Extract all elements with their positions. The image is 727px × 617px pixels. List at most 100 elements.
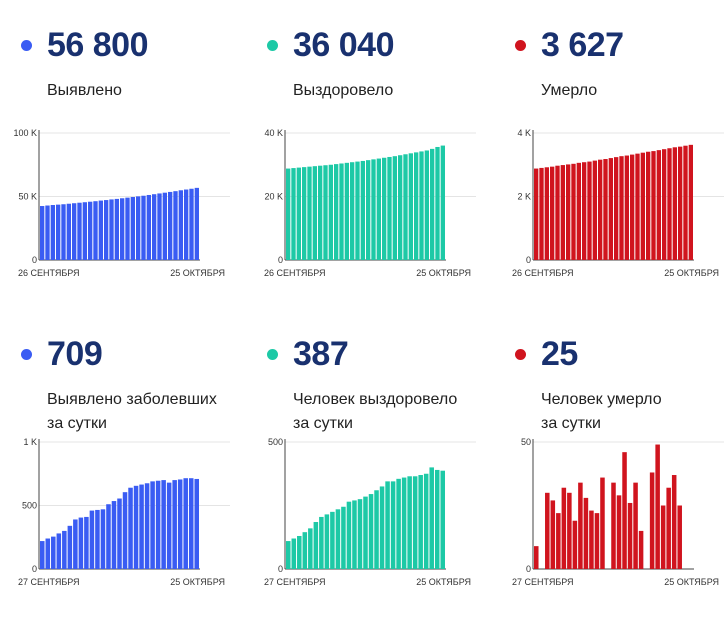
bar: [344, 162, 349, 260]
stat-panel-daily-died: 25 Человек умерло за сутки 0 50 27 СЕНТЯБР…: [494, 309, 724, 609]
bar: [587, 161, 592, 260]
bar: [88, 201, 93, 260]
bar: [168, 191, 173, 260]
bar: [567, 492, 572, 569]
x-tick-label: 26 СЕНТЯБРЯ: [264, 268, 326, 278]
bar: [117, 498, 122, 569]
bar: [396, 478, 401, 569]
bar: [93, 201, 98, 260]
bar: [430, 148, 435, 261]
y-tick-label: 20 K: [264, 192, 283, 202]
bar: [582, 162, 587, 260]
bar: [592, 160, 597, 260]
bar: [319, 516, 324, 569]
bar: [656, 150, 661, 260]
bar: [556, 513, 561, 569]
bar: [578, 482, 583, 569]
bar: [660, 505, 666, 569]
bar: [424, 150, 429, 260]
bar: [177, 479, 183, 569]
bar: [355, 161, 360, 260]
bar: [363, 496, 368, 569]
bar: [550, 500, 556, 569]
stat-value: 25: [541, 335, 578, 373]
bar: [633, 482, 638, 569]
bar: [302, 167, 307, 260]
bar: [78, 517, 84, 569]
bar: [408, 153, 413, 260]
bar: [130, 197, 135, 260]
bar: [401, 477, 407, 569]
bar: [125, 197, 130, 260]
bar: [152, 194, 157, 260]
bar: [157, 193, 162, 260]
bar: [173, 191, 178, 260]
bar: [40, 206, 45, 260]
bar: [379, 486, 385, 569]
bar: [418, 475, 423, 569]
bar: [308, 528, 313, 569]
bar: [183, 478, 188, 569]
x-tick-label: 25 ОКТЯБРЯ: [170, 268, 225, 278]
bar: [603, 159, 608, 260]
bar: [324, 514, 330, 569]
bar: [638, 530, 644, 569]
red-dot-icon: [515, 349, 526, 360]
bar: [688, 144, 693, 260]
bar: [440, 470, 445, 569]
stat-label: Человек выздоровело за сутки: [293, 388, 457, 436]
stat-panel-daily-recovered: 387 Человек выздоровело за сутки 0 500 27 …: [246, 309, 476, 609]
bar: [414, 152, 419, 260]
bar: [56, 533, 62, 569]
y-tick-label: 50 K: [18, 192, 37, 202]
bar: [655, 444, 660, 569]
bar: [188, 478, 194, 569]
bar: [341, 506, 346, 569]
stat-label: Умерло: [541, 82, 598, 99]
bar: [672, 147, 677, 260]
bar: [178, 190, 183, 260]
bar: [555, 165, 560, 260]
bar: [649, 472, 655, 569]
bar: [172, 480, 177, 569]
bar: [184, 189, 189, 260]
stat-panel-detected: 56 800 Выявлено 0 50 K 100 K 26 СЕНТЯБРЯ 25 …: [0, 0, 230, 300]
bar: [534, 546, 539, 569]
bar: [150, 481, 155, 569]
stat-label-line: Человек выздоровело: [293, 391, 458, 408]
stat-value: 36 040: [293, 26, 395, 64]
bar: [286, 541, 291, 569]
stat-label: Выздоровело: [293, 82, 394, 99]
bar: [313, 522, 319, 569]
bar: [72, 203, 77, 260]
x-tick-label: 26 СЕНТЯБРЯ: [512, 268, 574, 278]
y-tick-label: 100 K: [13, 128, 37, 138]
bar: [539, 167, 544, 260]
bar: [576, 162, 581, 260]
bar: [109, 199, 114, 260]
bar: [387, 156, 392, 260]
bar: [51, 536, 56, 569]
bar: [382, 157, 387, 260]
bar: [646, 151, 651, 260]
bar: [82, 202, 87, 260]
bar: [334, 164, 339, 260]
bar: [312, 166, 317, 260]
bar: [671, 475, 677, 569]
y-tick-label: 0: [278, 564, 283, 574]
bar: [376, 158, 381, 260]
bar: [162, 192, 167, 260]
bar: [62, 530, 67, 569]
bar: [611, 482, 616, 569]
bar: [385, 481, 390, 569]
bar: [286, 168, 291, 260]
bar: [561, 487, 567, 569]
bar: [291, 538, 297, 569]
bar: [350, 162, 355, 260]
x-tick-label: 25 ОКТЯБРЯ: [416, 577, 471, 587]
red-dot-icon: [515, 40, 526, 51]
bar: [630, 154, 635, 260]
bar: [77, 202, 82, 260]
stat-label-line: Выявлено заболевших: [47, 391, 217, 408]
bar: [67, 525, 73, 569]
